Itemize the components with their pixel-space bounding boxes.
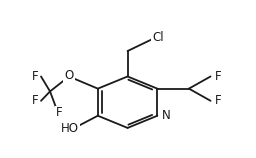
Text: F: F <box>32 70 39 83</box>
Text: F: F <box>215 70 221 83</box>
Text: O: O <box>64 69 73 82</box>
Text: F: F <box>215 94 221 107</box>
Text: HO: HO <box>61 122 79 135</box>
Text: N: N <box>162 109 170 122</box>
Text: F: F <box>32 94 39 107</box>
Text: F: F <box>56 106 62 119</box>
Text: Cl: Cl <box>152 31 164 44</box>
